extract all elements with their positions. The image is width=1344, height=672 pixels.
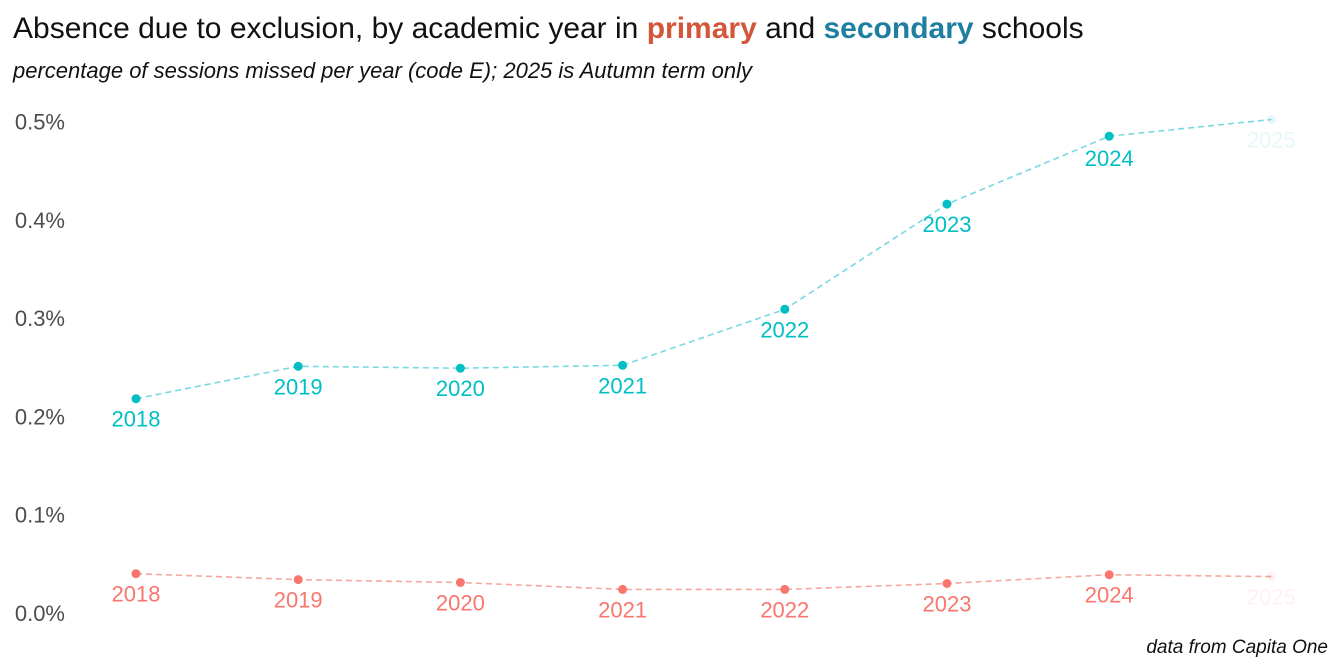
y-tick-label: 0.1% [15,503,65,528]
primary-point [455,578,465,587]
primary-point-label: 2024 [1085,583,1134,608]
primary-point [942,579,952,588]
primary-series: 2018 2019 2020 2021 2022 2023 2024 2025 [112,569,1296,622]
title-suffix: schools [974,12,1084,45]
secondary-point-label: 2022 [760,317,809,342]
secondary-point [293,361,303,371]
chart-subtitle: percentage of sessions missed per year (… [12,58,754,83]
y-tick-label: 0.4% [15,208,65,233]
title-secondary-word: secondary [824,12,974,45]
secondary-point-label: 2020 [436,376,485,401]
title-primary-word: primary [647,12,757,45]
secondary-point [942,199,952,209]
title-middle: and [757,12,824,45]
primary-point-label: 2020 [436,591,485,616]
chart-caption: data from Capita One [1146,637,1328,658]
y-axis: 0.0% 0.1% 0.2% 0.3% 0.4% 0.5% [15,110,65,627]
secondary-series-line [135,118,1272,400]
primary-point-label: 2023 [923,592,972,617]
secondary-point [131,394,141,404]
primary-point-label: 2019 [274,588,323,613]
secondary-point-label: 2024 [1085,146,1134,171]
secondary-point-label: 2021 [598,373,647,398]
secondary-point-label: 2018 [112,407,161,432]
y-tick-label: 0.2% [15,404,65,429]
secondary-point [1104,131,1114,141]
primary-point-label: 2022 [760,597,809,622]
primary-point [780,584,790,594]
chart-title: Absence due to exclusion, by academic ye… [13,12,1084,45]
primary-point [618,584,628,594]
series-layer: 2018 2019 2020 2021 2022 2023 2024 2025 2018 2019… [112,115,1296,622]
primary-point [1266,572,1276,582]
y-tick-label: 0.3% [15,306,65,331]
title-prefix: Absence due to exclusion, by academic ye… [13,12,647,45]
primary-point [131,569,141,579]
secondary-point-label: 2025 [1247,128,1296,153]
primary-point [1104,570,1114,580]
primary-point-label: 2018 [112,582,161,607]
secondary-point [455,363,465,373]
primary-point-label: 2025 [1247,585,1296,610]
secondary-point-label: 2019 [274,374,323,399]
secondary-point [780,304,790,314]
secondary-point [618,360,628,370]
y-tick-label: 0.0% [15,601,65,626]
primary-point [293,575,303,585]
primary-point-label: 2021 [598,597,647,622]
secondary-point-label: 2023 [923,212,972,237]
secondary-point [1266,115,1276,124]
secondary-series: 2018 2019 2020 2021 2022 2023 2024 2025 [112,115,1296,432]
y-tick-label: 0.5% [15,110,65,135]
